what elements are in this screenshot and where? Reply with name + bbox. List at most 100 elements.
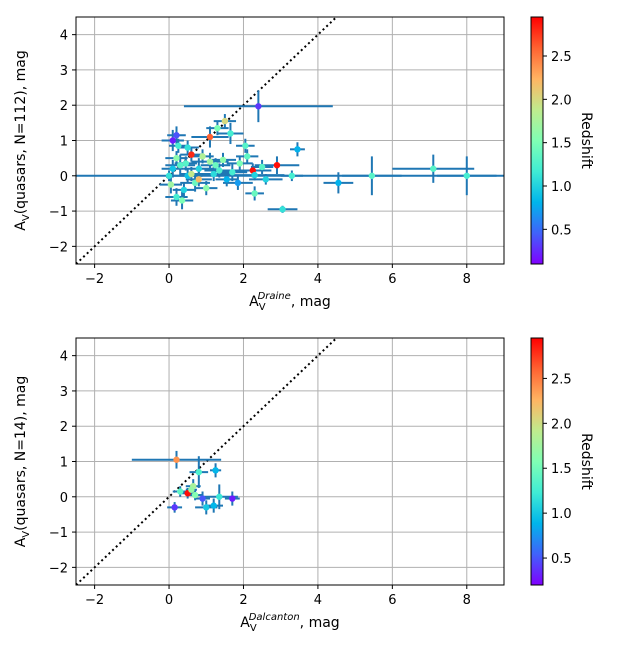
data-point xyxy=(221,117,229,125)
data-point xyxy=(229,495,236,502)
x-tick-label: 4 xyxy=(314,272,322,287)
colorbar-tick-label: 0.5 xyxy=(551,552,572,567)
colorbar-tick-label: 1.5 xyxy=(551,137,572,152)
data-point xyxy=(175,142,182,149)
colorbar-tick-label: 2.5 xyxy=(551,372,572,387)
data-point xyxy=(169,137,176,144)
bottom-y-ticks: −2 −1 0 1 2 3 4 xyxy=(49,350,76,576)
bottom-x-ticks: −2 0 2 4 6 8 xyxy=(85,585,471,608)
data-point xyxy=(177,488,184,495)
data-point xyxy=(206,133,214,141)
data-point xyxy=(203,504,210,511)
data-point xyxy=(188,151,195,158)
y-tick-label: 2 xyxy=(60,420,68,435)
data-point xyxy=(223,176,230,183)
data-point xyxy=(165,172,173,179)
data-point xyxy=(368,172,376,179)
data-point xyxy=(206,158,214,165)
data-point xyxy=(288,172,296,179)
y-tick-label: 4 xyxy=(60,29,68,44)
data-point xyxy=(210,170,217,178)
y-tick-label: −2 xyxy=(49,561,68,576)
y-tick-label: 3 xyxy=(60,64,68,79)
y-tick-label: −1 xyxy=(49,526,68,541)
data-point xyxy=(251,190,258,197)
data-point xyxy=(335,179,342,187)
bottom-errorbars xyxy=(131,450,240,515)
bottom-x-axis-label: AVDalcanton, mag xyxy=(240,612,339,634)
bottom-y-axis-label: AV(quasars, N=14), mag xyxy=(13,376,32,548)
colorbar-tick-label: 1.0 xyxy=(551,180,572,195)
bottom-scatter-panel: −2 0 2 4 6 8 −2 −1 0 1 2 3 4 AVDalcanton, mag AV(qu… xyxy=(13,337,594,634)
y-tick-label: −1 xyxy=(49,205,68,220)
data-point xyxy=(188,486,195,493)
y-tick-label: 3 xyxy=(60,385,68,400)
data-point xyxy=(229,169,236,176)
y-tick-label: −2 xyxy=(49,240,68,255)
data-point xyxy=(184,144,191,151)
data-point xyxy=(236,160,243,167)
bottom-points xyxy=(171,456,236,511)
y-tick-label: 4 xyxy=(60,350,68,365)
colorbar-tick-label: 2.5 xyxy=(551,50,572,65)
x-tick-label: 8 xyxy=(463,272,471,287)
data-point xyxy=(195,468,203,476)
y-tick-label: 1 xyxy=(60,456,68,471)
top-identity-line xyxy=(76,17,338,264)
data-point xyxy=(216,493,223,500)
data-point xyxy=(212,467,219,474)
bottom-colorbar xyxy=(530,337,544,586)
data-point xyxy=(294,146,301,153)
bottom-colorbar-label: Redshift xyxy=(578,433,594,490)
data-point xyxy=(219,156,227,164)
data-point xyxy=(169,165,176,172)
x-tick-label: 0 xyxy=(165,272,173,287)
colorbar-tick-label: 2.0 xyxy=(551,417,572,432)
top-y-ticks: −2 −1 0 1 2 3 4 xyxy=(49,29,76,255)
top-colorbar xyxy=(530,16,544,265)
data-point xyxy=(180,186,188,194)
data-point xyxy=(255,103,262,110)
top-grid xyxy=(76,17,504,264)
data-point xyxy=(262,176,270,183)
x-tick-label: −2 xyxy=(85,272,104,287)
top-scatter-panel: −2 0 2 4 6 8 −2 −1 0 1 2 3 4 AVDraine, mag AV(quasa… xyxy=(13,16,594,313)
data-point xyxy=(210,502,217,509)
top-colorbar-ticks: 0.5 1.0 1.5 2.0 2.5 xyxy=(543,50,572,238)
data-point xyxy=(214,124,221,132)
data-point xyxy=(173,154,180,162)
x-tick-label: 2 xyxy=(239,272,247,287)
data-point xyxy=(216,167,223,174)
data-point xyxy=(203,184,210,192)
data-point xyxy=(173,132,180,139)
data-point xyxy=(171,504,178,511)
x-tick-label: 6 xyxy=(388,593,396,608)
x-tick-label: 2 xyxy=(239,593,247,608)
bottom-grid xyxy=(76,338,504,585)
colorbar-tick-label: 1.5 xyxy=(551,462,572,477)
data-point xyxy=(244,153,251,160)
data-point xyxy=(227,130,234,137)
data-point xyxy=(178,197,186,204)
data-point xyxy=(251,171,258,179)
bottom-identity-line xyxy=(76,338,338,585)
colorbar-tick-label: 0.5 xyxy=(551,223,572,238)
data-point xyxy=(430,165,437,172)
data-point xyxy=(195,176,203,183)
data-point xyxy=(234,179,242,187)
data-point xyxy=(242,142,249,149)
data-point xyxy=(258,163,266,171)
colorbar-tick-label: 2.0 xyxy=(551,93,572,108)
x-tick-label: 4 xyxy=(314,593,322,608)
data-point xyxy=(167,181,175,188)
y-tick-label: 1 xyxy=(60,135,68,150)
colorbar-tick-label: 1.0 xyxy=(551,507,572,522)
bottom-colorbar-ticks: 0.5 1.0 1.5 2.0 2.5 xyxy=(543,372,572,567)
top-points xyxy=(165,103,470,213)
data-point xyxy=(191,491,199,499)
top-colorbar-label: Redshift xyxy=(578,112,594,169)
x-tick-label: 0 xyxy=(165,593,173,608)
data-point xyxy=(182,160,189,167)
data-point xyxy=(173,456,180,463)
